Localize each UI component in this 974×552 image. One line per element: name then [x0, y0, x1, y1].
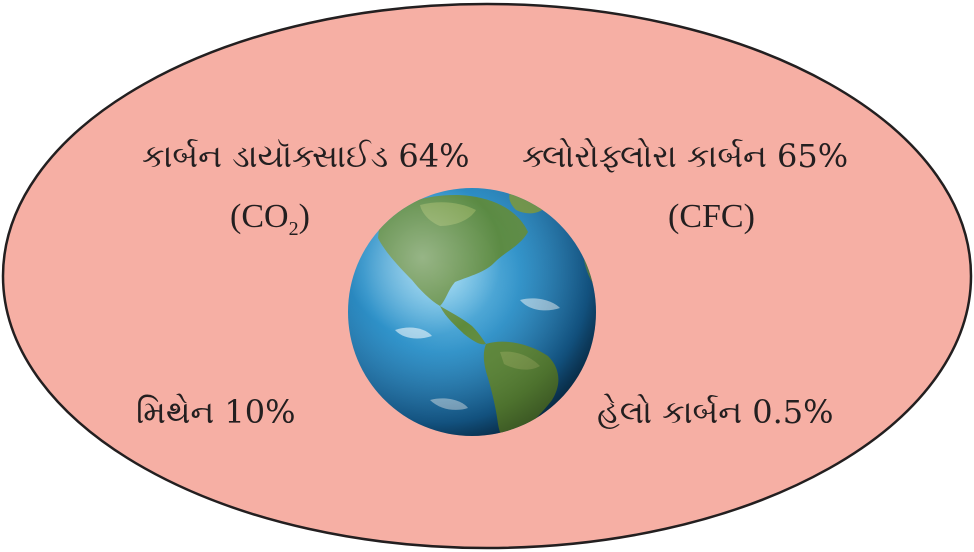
- formula-cfc: (CFC): [668, 198, 755, 235]
- formula-co2-close: ): [298, 198, 310, 235]
- label-carbon-dioxide: કાર્બન ડાયૉક્સાઈડ 64%: [142, 137, 470, 175]
- formula-co2: (CO2): [230, 198, 310, 240]
- label-methane: મિથેન 10%: [136, 393, 296, 431]
- label-chlorofluorocarbon: ક્લોરોફ્લોરા કાર્બન 65%: [522, 137, 849, 175]
- formula-co2-open: (CO: [230, 198, 289, 235]
- earth-globe-icon: [348, 188, 596, 436]
- formula-co2-subscript: 2: [288, 218, 299, 240]
- label-halo-carbon: હેલો કાર્બન 0.5%: [597, 393, 834, 431]
